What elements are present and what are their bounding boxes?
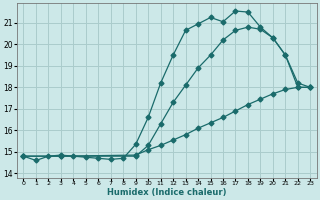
X-axis label: Humidex (Indice chaleur): Humidex (Indice chaleur) [107, 188, 227, 197]
